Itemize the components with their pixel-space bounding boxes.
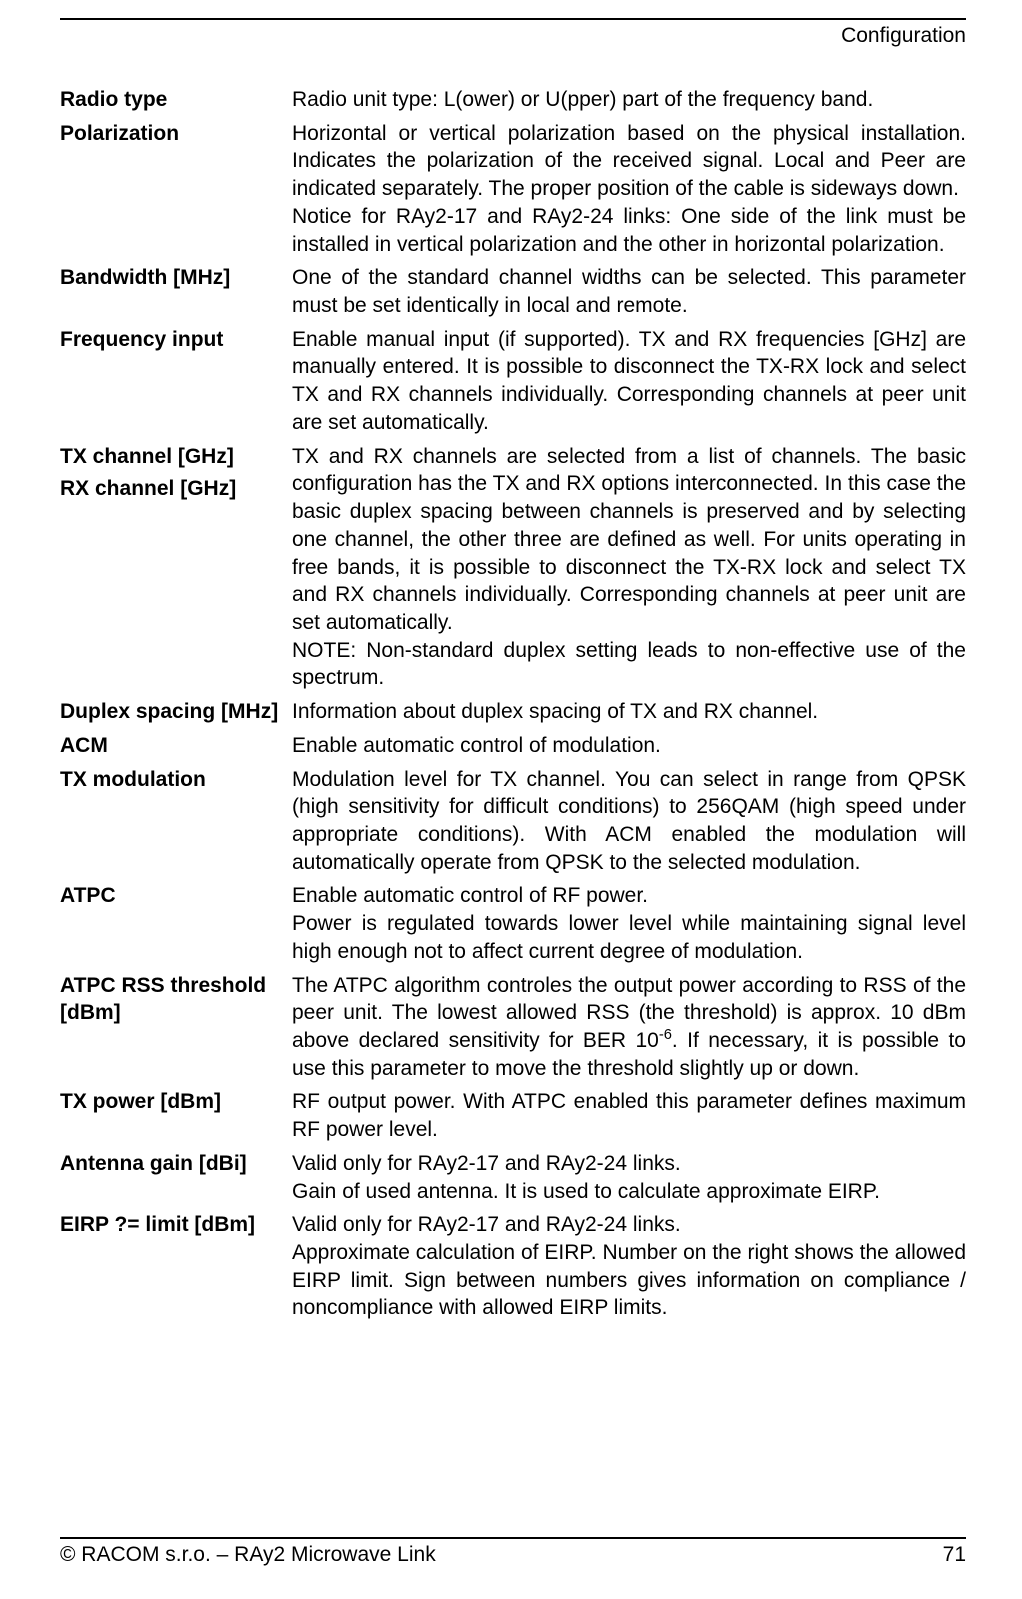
description-paragraph: Information about duplex spacing of TX a… xyxy=(292,698,966,726)
header-rule xyxy=(60,18,966,20)
description-paragraph: Enable manual input (if supported). TX a… xyxy=(292,326,966,437)
definition-row: TX modulation Modulation level for TX cha… xyxy=(60,766,966,877)
definition-description: TX and RX channels are selected from a l… xyxy=(292,443,966,692)
description-paragraph: RF output power. With ATPC enabled this … xyxy=(292,1088,966,1143)
definition-description: Information about duplex spacing of TX a… xyxy=(292,698,966,726)
page-number: 71 xyxy=(943,1543,966,1567)
description-paragraph: The ATPC algorithm controles the output … xyxy=(292,972,966,1083)
term-text: TX modulation xyxy=(60,768,206,791)
definition-term: ATPC RSS threshold [dBm] xyxy=(60,972,292,1027)
definition-row: ACM Enable automatic control of modulatio… xyxy=(60,732,966,760)
section-title: Configuration xyxy=(60,24,966,48)
term-text: EIRP ?= limit [dBm] xyxy=(60,1213,255,1236)
description-paragraph: Horizontal or vertical polarization base… xyxy=(292,120,966,203)
definition-term: Radio type xyxy=(60,86,292,114)
description-paragraph: TX and RX channels are selected from a l… xyxy=(292,443,966,637)
definition-term: Frequency input xyxy=(60,326,292,354)
term-text: ACM xyxy=(60,734,108,757)
term-text: Bandwidth [MHz] xyxy=(60,266,230,289)
definition-term: TX modulation xyxy=(60,766,292,794)
definition-term: TX channel [GHz] RX channel [GHz] xyxy=(60,443,292,503)
definition-description: Enable automatic control of modulation. xyxy=(292,732,966,760)
definition-term: ACM xyxy=(60,732,292,760)
definition-description: Radio unit type: L(ower) or U(pper) part… xyxy=(292,86,966,114)
term-text-secondary: RX channel [GHz] xyxy=(60,475,282,503)
definition-term: EIRP ?= limit [dBm] xyxy=(60,1211,292,1239)
definition-description: Horizontal or vertical polarization base… xyxy=(292,120,966,259)
definition-row: Radio type Radio unit type: L(ower) or U(… xyxy=(60,86,966,114)
description-paragraph: Power is regulated towards lower level w… xyxy=(292,910,966,965)
definition-row: Polarization Horizontal or vertical polar… xyxy=(60,120,966,259)
definition-term: Antenna gain [dBi] xyxy=(60,1150,292,1178)
description-paragraph: Enable automatic control of modulation. xyxy=(292,732,966,760)
definition-term: ATPC xyxy=(60,882,292,910)
definition-row: Frequency input Enable manual input (if s… xyxy=(60,326,966,437)
definition-list: Radio type Radio unit type: L(ower) or U(… xyxy=(60,86,966,1322)
definition-description: Valid only for RAy2-17 and RAy2-24 links… xyxy=(292,1150,966,1205)
definition-description: Enable automatic control of RF power.Pow… xyxy=(292,882,966,965)
definition-row: TX channel [GHz] RX channel [GHz] TX and R… xyxy=(60,443,966,692)
term-text: Radio type xyxy=(60,88,167,111)
footer-copyright: © RACOM s.r.o. – RAy2 Microwave Link xyxy=(60,1543,436,1567)
description-paragraph: Approximate calculation of EIRP. Number … xyxy=(292,1239,966,1322)
footer-rule xyxy=(60,1537,966,1539)
term-text: Polarization xyxy=(60,122,179,145)
description-paragraph: Radio unit type: L(ower) or U(pper) part… xyxy=(292,86,966,114)
definition-row: TX power [dBm] RF output power. With ATPC… xyxy=(60,1088,966,1143)
description-paragraph: NOTE: Non-standard duplex setting leads … xyxy=(292,637,966,692)
definition-row: Duplex spacing [MHz] Information about du… xyxy=(60,698,966,726)
term-text: ATPC RSS threshold [dBm] xyxy=(60,974,266,1025)
description-paragraph: Valid only for RAy2-17 and RAy2-24 links… xyxy=(292,1150,966,1178)
term-text: Duplex spacing [MHz] xyxy=(60,700,278,723)
definition-row: ATPC RSS threshold [dBm] The ATPC algorit… xyxy=(60,972,966,1083)
term-text: Frequency input xyxy=(60,328,223,351)
description-paragraph: Enable automatic control of RF power. xyxy=(292,882,966,910)
definition-term: Bandwidth [MHz] xyxy=(60,264,292,292)
definition-description: Valid only for RAy2-17 and RAy2-24 links… xyxy=(292,1211,966,1322)
definition-description: Enable manual input (if supported). TX a… xyxy=(292,326,966,437)
definition-description: Modulation level for TX channel. You can… xyxy=(292,766,966,877)
definition-term: Polarization xyxy=(60,120,292,148)
description-paragraph: One of the standard channel widths can b… xyxy=(292,264,966,319)
term-text: TX channel [GHz] xyxy=(60,445,234,468)
description-paragraph: Gain of used antenna. It is used to calc… xyxy=(292,1178,966,1206)
definition-row: Antenna gain [dBi] Valid only for RAy2-17… xyxy=(60,1150,966,1205)
term-text: Antenna gain [dBi] xyxy=(60,1152,247,1175)
definition-term: Duplex spacing [MHz] xyxy=(60,698,292,726)
definition-row: ATPC Enable automatic control of RF power… xyxy=(60,882,966,965)
term-text: TX power [dBm] xyxy=(60,1090,221,1113)
document-page: Configuration Radio type Radio unit type:… xyxy=(0,0,1022,1599)
definition-row: Bandwidth [MHz] One of the standard chann… xyxy=(60,264,966,319)
description-paragraph: Modulation level for TX channel. You can… xyxy=(292,766,966,877)
footer-area: © RACOM s.r.o. – RAy2 Microwave Link 71 xyxy=(60,1537,966,1567)
definition-description: One of the standard channel widths can b… xyxy=(292,264,966,319)
description-paragraph: Notice for RAy2-17 and RAy2-24 links: On… xyxy=(292,203,966,258)
definition-description: RF output power. With ATPC enabled this … xyxy=(292,1088,966,1143)
definition-term: TX power [dBm] xyxy=(60,1088,292,1116)
term-text: ATPC xyxy=(60,884,116,907)
definition-row: EIRP ?= limit [dBm] Valid only for RAy2-1… xyxy=(60,1211,966,1322)
description-paragraph: Valid only for RAy2-17 and RAy2-24 links… xyxy=(292,1211,966,1239)
definition-description: The ATPC algorithm controles the output … xyxy=(292,972,966,1083)
